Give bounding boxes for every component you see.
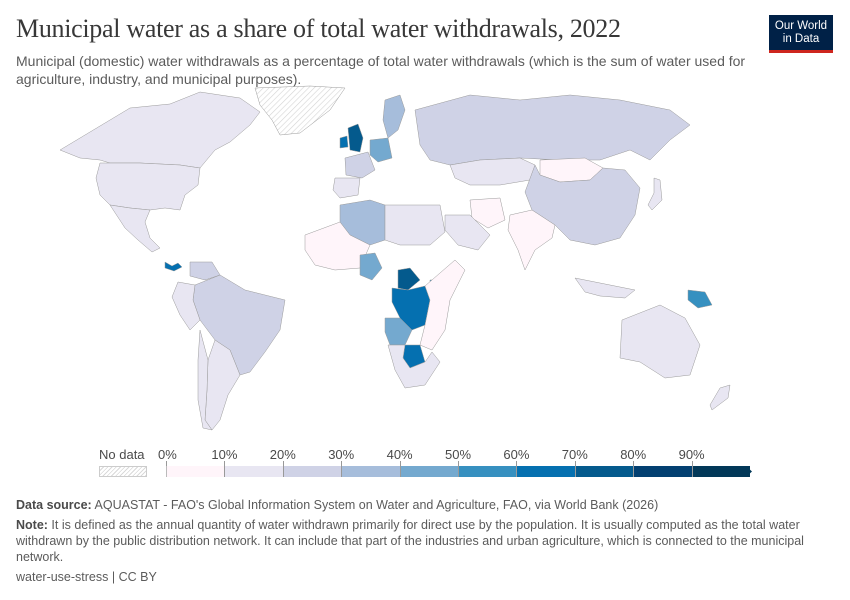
legend-tick	[224, 461, 226, 466]
country-canada[interactable]	[59, 91, 261, 169]
country-japan[interactable]	[647, 177, 663, 211]
country-mexico[interactable]	[109, 204, 161, 253]
world-map	[59, 85, 731, 431]
country-papua-new-guinea[interactable]	[687, 289, 713, 309]
data-source-label: Data source:	[16, 498, 92, 512]
country-southern-africa[interactable]	[387, 344, 441, 389]
legend-tick-label: 60%	[503, 447, 530, 462]
country-spain[interactable]	[332, 177, 361, 199]
legend-tick	[574, 461, 576, 466]
legend-bin[interactable]	[633, 466, 692, 477]
chart-title: Municipal water as a share of total wate…	[16, 14, 621, 43]
country-australia[interactable]	[619, 304, 701, 379]
country-germany[interactable]	[369, 137, 393, 163]
legend-bin[interactable]	[574, 466, 634, 477]
legend-bin[interactable]	[516, 466, 575, 477]
country-egypt-libya[interactable]	[384, 204, 446, 246]
legend-tick-label: 20%	[269, 447, 296, 462]
country-indonesia[interactable]	[574, 277, 636, 299]
legend-tick-label: 70%	[561, 447, 588, 462]
legend-tick-label: 90%	[678, 447, 705, 462]
country-greenland[interactable]	[254, 85, 346, 136]
legend-tick	[691, 461, 693, 466]
country-united-states[interactable]	[95, 162, 201, 211]
country-venezuela[interactable]	[189, 261, 221, 281]
legend-tick-label: 40%	[386, 447, 413, 462]
legend-tick	[282, 461, 284, 466]
legend-tick	[458, 461, 459, 466]
data-source-text: AQUASTAT - FAO's Global Information Syst…	[91, 498, 659, 512]
data-source: Data source: AQUASTAT - FAO's Global Inf…	[16, 497, 658, 513]
legend-tick-label: 50%	[445, 447, 472, 462]
legend-tick-label: 30%	[328, 447, 355, 462]
country-india[interactable]	[507, 209, 556, 271]
country-united-kingdom[interactable]	[347, 123, 364, 153]
legend-no-data-label: No data	[99, 447, 145, 462]
legend-arrow-icon	[746, 466, 752, 477]
legend-bin[interactable]	[282, 466, 342, 477]
legend-tick-label: 0%	[158, 447, 177, 462]
logo-accent-bar	[769, 50, 833, 53]
country-peru[interactable]	[171, 281, 201, 331]
legend-bin[interactable]	[691, 466, 750, 477]
legend-bin[interactable]	[458, 466, 517, 477]
legend-tick	[166, 461, 167, 466]
note: Note: It is defined as the annual quanti…	[16, 517, 831, 565]
legend-no-data-swatch	[99, 466, 147, 477]
note-label: Note:	[16, 518, 48, 532]
country-sweden[interactable]	[382, 94, 406, 139]
legend-bin[interactable]	[399, 466, 458, 477]
country-central-african-republic[interactable]	[397, 267, 421, 291]
country-iran[interactable]	[469, 197, 506, 229]
legend-tick-label: 10%	[211, 447, 238, 462]
legend-tick	[399, 461, 401, 466]
country-ireland[interactable]	[339, 135, 349, 149]
country-nigeria[interactable]	[359, 252, 383, 281]
license-line[interactable]: water-use-stress | CC BY	[16, 570, 157, 584]
logo-line-2: in Data	[782, 33, 820, 45]
logo-line-1: Our World	[774, 20, 828, 32]
legend-bin[interactable]	[341, 466, 400, 477]
map-legend: No data 0% 10% 20% 30% 40% 50% 60% 70% 80% 90%	[0, 444, 850, 484]
owid-logo[interactable]: Our World in Data	[769, 15, 833, 53]
legend-bin[interactable]	[224, 466, 283, 477]
country-east-africa[interactable]	[419, 259, 466, 351]
legend-tick	[633, 461, 635, 466]
country-russia[interactable]	[414, 94, 691, 166]
country-france[interactable]	[344, 151, 376, 179]
legend-tick	[516, 461, 518, 466]
country-chile[interactable]	[197, 329, 213, 431]
legend-tick-label: 80%	[620, 447, 647, 462]
chart-subtitle: Municipal (domestic) water withdrawals a…	[16, 53, 746, 87]
legend-tick	[341, 461, 343, 466]
legend-bin[interactable]	[166, 466, 225, 477]
country-panama[interactable]	[164, 261, 183, 272]
country-saudi-arabia[interactable]	[444, 214, 491, 251]
country-new-zealand[interactable]	[709, 384, 731, 411]
note-text: It is defined as the annual quantity of …	[16, 518, 804, 564]
